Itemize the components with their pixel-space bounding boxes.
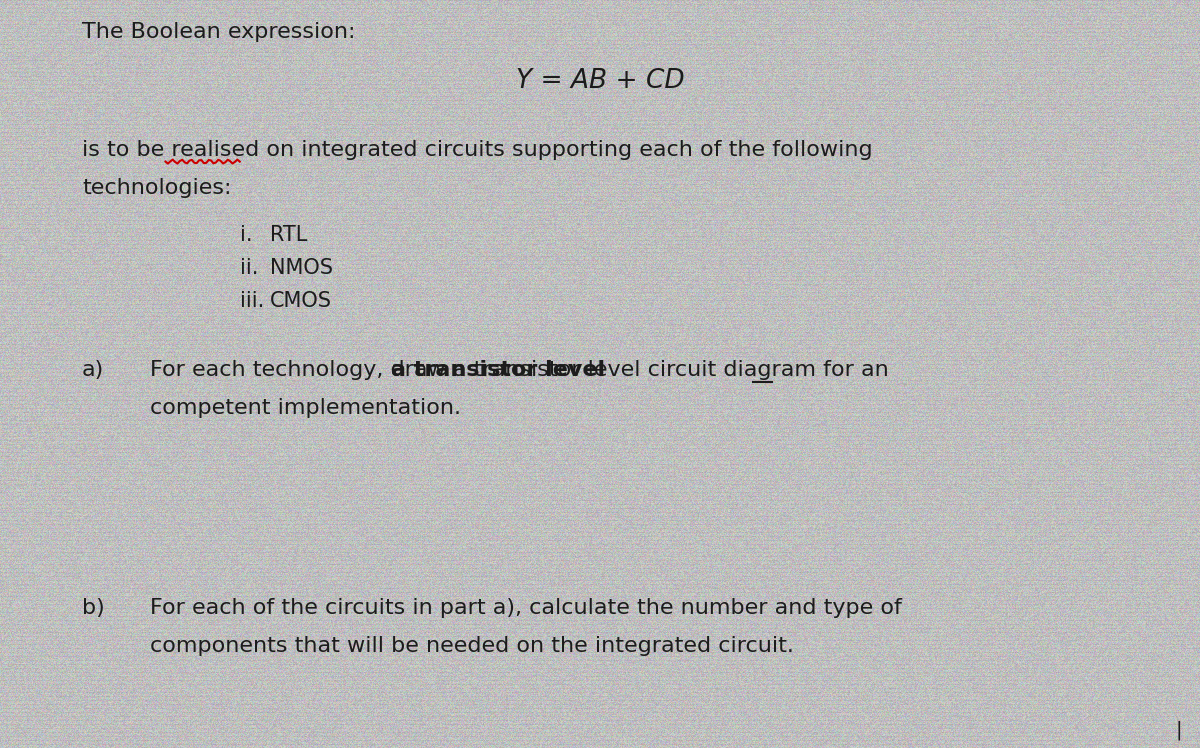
Text: For each technology, draw a transistor level circuit diagram for an: For each technology, draw a transistor l… [150, 360, 889, 380]
Text: ii.: ii. [240, 258, 258, 278]
Text: a): a) [82, 360, 104, 380]
Text: components that will be needed on the integrated circuit.: components that will be needed on the in… [150, 636, 794, 656]
Text: The Boolean expression:: The Boolean expression: [82, 22, 355, 42]
Text: is to be realised on integrated circuits supporting each of the following: is to be realised on integrated circuits… [82, 140, 872, 160]
Text: i.: i. [240, 225, 252, 245]
Text: Y = AB + CD: Y = AB + CD [516, 68, 684, 94]
Text: |: | [1175, 720, 1182, 740]
Text: NMOS: NMOS [270, 258, 334, 278]
Text: RTL: RTL [270, 225, 307, 245]
Text: iii.: iii. [240, 291, 264, 311]
Text: technologies:: technologies: [82, 178, 232, 198]
Text: CMOS: CMOS [270, 291, 332, 311]
Text: For each of the circuits in part a), calculate the number and type of: For each of the circuits in part a), cal… [150, 598, 902, 618]
Text: competent implementation.: competent implementation. [150, 398, 461, 418]
Text: b): b) [82, 598, 104, 618]
Text: a transistor level: a transistor level [391, 360, 606, 380]
